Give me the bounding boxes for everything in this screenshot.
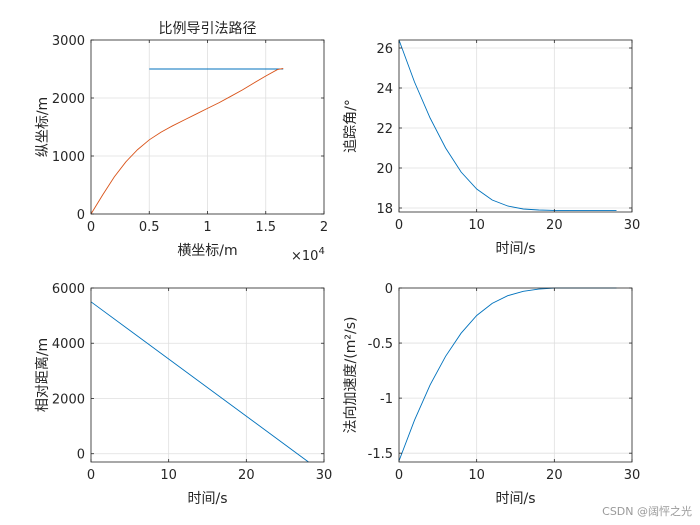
accel-ytick-label: 0 <box>385 282 393 297</box>
angle-xtick-label: 10 <box>468 218 485 233</box>
path-x-exponent-base: ×10 <box>291 249 318 264</box>
angle-series-angle <box>398 39 617 212</box>
angle-xlabel: 时间/s <box>495 241 535 257</box>
path-ytick-label: 0 <box>77 208 85 223</box>
distance-ytick-label: 4000 <box>52 337 85 352</box>
accel-xtick-label: 10 <box>468 468 485 483</box>
path-xtick-label: 1.5 <box>255 220 276 235</box>
accel-axes-box <box>398 287 633 463</box>
accel-plot-area <box>399 288 632 462</box>
accel-xtick-label: 30 <box>624 468 641 483</box>
angle-ytick-label: 26 <box>376 42 393 57</box>
angle-ytick-label: 24 <box>376 82 393 97</box>
accel-xtick-label: 0 <box>395 468 403 483</box>
path-x-exponent-power: 4 <box>318 246 324 257</box>
distance-xtick-label: 0 <box>87 468 95 483</box>
angle-xtick-label: 0 <box>395 218 403 233</box>
accel-ytick-label: -0.5 <box>368 337 393 352</box>
path-xtick-label: 0.5 <box>139 220 160 235</box>
path-xtick-label: 0 <box>87 220 95 235</box>
path-series-missile <box>90 67 284 215</box>
accel-ylabel: 法向加速度/(m²/s) <box>343 317 359 434</box>
accel-xtick-label: 20 <box>546 468 563 483</box>
path-xtick-label: 1 <box>203 220 211 235</box>
path-xlabel: 横坐标/m <box>177 243 237 259</box>
path-ytick-label: 3000 <box>52 34 85 49</box>
path-ylabel: 纵坐标/m <box>35 97 51 157</box>
accel-ytick-label: -1.5 <box>368 447 393 462</box>
angle-ytick-label: 18 <box>376 202 393 217</box>
distance-series-distance <box>90 301 309 463</box>
distance-xtick-label: 30 <box>316 468 333 483</box>
path-ytick-label: 2000 <box>52 92 85 107</box>
accel-xlabel: 时间/s <box>495 491 535 507</box>
distance-ylabel: 相对距离/m <box>34 338 51 412</box>
angle-xtick-label: 20 <box>546 218 563 233</box>
distance-ytick-label: 0 <box>77 448 85 463</box>
path-ytick-label: 1000 <box>52 150 85 165</box>
watermark: CSDN @阔怦之光 <box>602 505 692 518</box>
angle-axes-box <box>398 39 633 213</box>
path-title: 比例导引法路径 <box>159 21 257 37</box>
path-x-exponent: ×104 <box>291 246 325 264</box>
distance-ytick-label: 2000 <box>52 392 85 407</box>
distance-axes-box <box>90 287 325 463</box>
path-xtick-label: 2 <box>320 220 328 235</box>
distance-xtick-label: 10 <box>160 468 177 483</box>
distance-plot-area <box>91 288 324 462</box>
angle-ytick-label: 20 <box>376 162 393 177</box>
distance-xlabel: 时间/s <box>187 491 227 507</box>
distance-xtick-label: 20 <box>238 468 255 483</box>
angle-xtick-label: 30 <box>624 218 641 233</box>
accel-ytick-label: -1 <box>380 392 393 407</box>
angle-ylabel: 追踪角/° <box>343 99 359 153</box>
angle-ytick-label: 22 <box>376 122 393 137</box>
angle-plot-area <box>399 40 632 212</box>
distance-ytick-label: 6000 <box>52 282 85 297</box>
